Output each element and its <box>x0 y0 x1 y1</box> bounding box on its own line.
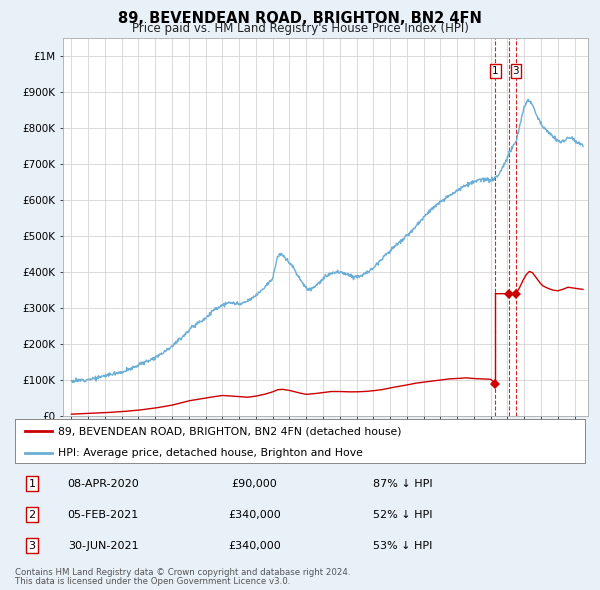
Text: Price paid vs. HM Land Registry's House Price Index (HPI): Price paid vs. HM Land Registry's House … <box>131 22 469 35</box>
Text: £340,000: £340,000 <box>228 541 281 551</box>
Text: 52% ↓ HPI: 52% ↓ HPI <box>373 510 433 520</box>
Text: 3: 3 <box>29 541 35 551</box>
Text: 1: 1 <box>29 478 35 489</box>
Text: 30-JUN-2021: 30-JUN-2021 <box>68 541 139 551</box>
Text: 89, BEVENDEAN ROAD, BRIGHTON, BN2 4FN (detached house): 89, BEVENDEAN ROAD, BRIGHTON, BN2 4FN (d… <box>58 427 401 436</box>
Text: 1: 1 <box>492 65 499 76</box>
Text: 08-APR-2020: 08-APR-2020 <box>67 478 139 489</box>
Text: 05-FEB-2021: 05-FEB-2021 <box>68 510 139 520</box>
Text: Contains HM Land Registry data © Crown copyright and database right 2024.: Contains HM Land Registry data © Crown c… <box>15 568 350 576</box>
Text: 53% ↓ HPI: 53% ↓ HPI <box>373 541 432 551</box>
Text: 3: 3 <box>512 65 519 76</box>
Text: This data is licensed under the Open Government Licence v3.0.: This data is licensed under the Open Gov… <box>15 577 290 586</box>
Text: HPI: Average price, detached house, Brighton and Hove: HPI: Average price, detached house, Brig… <box>58 448 362 458</box>
Text: 87% ↓ HPI: 87% ↓ HPI <box>373 478 433 489</box>
Text: £90,000: £90,000 <box>232 478 277 489</box>
Text: 2: 2 <box>29 510 35 520</box>
Text: 89, BEVENDEAN ROAD, BRIGHTON, BN2 4FN: 89, BEVENDEAN ROAD, BRIGHTON, BN2 4FN <box>118 11 482 25</box>
Text: £340,000: £340,000 <box>228 510 281 520</box>
